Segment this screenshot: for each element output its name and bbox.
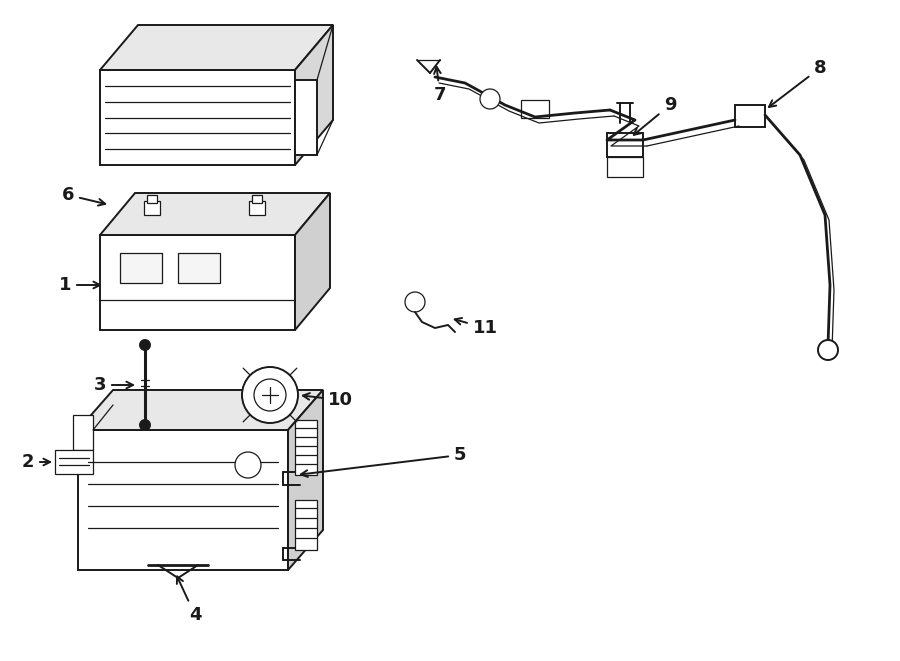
Circle shape [140,420,150,430]
Circle shape [818,340,838,360]
Circle shape [242,367,298,423]
Circle shape [254,379,286,411]
Polygon shape [78,390,323,430]
Text: 10: 10 [303,391,353,409]
Polygon shape [295,25,333,165]
Circle shape [480,89,500,109]
Bar [147,195,157,203]
Polygon shape [100,70,295,165]
Text: 11: 11 [454,318,498,337]
Bar [178,253,220,283]
Bar [252,195,262,203]
Text: 7: 7 [434,67,446,104]
Bar [607,133,643,157]
Polygon shape [73,415,93,450]
Polygon shape [100,193,330,235]
Polygon shape [295,193,330,330]
Circle shape [140,340,150,350]
Text: 9: 9 [634,96,676,135]
Bar [735,105,765,127]
Bar [521,100,549,118]
Bar [120,253,162,283]
Text: 8: 8 [769,59,826,107]
Text: 1: 1 [58,276,100,294]
Circle shape [235,452,261,478]
Bar [295,420,317,475]
Bar [144,201,160,215]
Polygon shape [100,235,295,330]
Bar [249,201,265,215]
Bar [607,157,643,177]
Text: 3: 3 [94,376,133,394]
Polygon shape [288,390,323,570]
Text: 6: 6 [62,186,105,206]
Bar [55,450,93,474]
Bar [295,500,317,550]
Polygon shape [295,80,317,155]
Polygon shape [100,25,333,70]
Text: 4: 4 [177,576,202,624]
Text: 5: 5 [301,446,466,477]
Text: 2: 2 [22,453,50,471]
Circle shape [405,292,425,312]
Polygon shape [78,430,288,570]
